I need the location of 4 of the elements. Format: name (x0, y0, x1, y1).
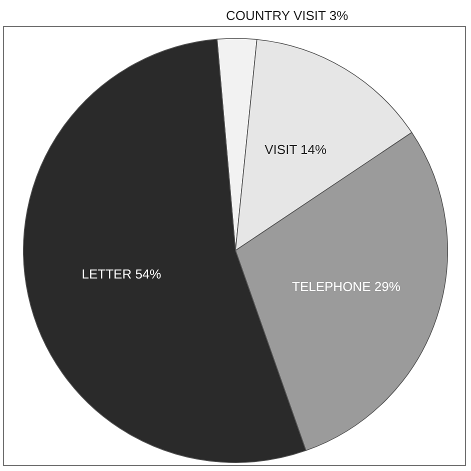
slice-label: TELEPHONE 29% (292, 278, 401, 294)
slice-label: VISIT 14% (264, 142, 327, 158)
slice-label: LETTER 54% (82, 266, 162, 282)
slice-label: COUNTRY VISIT 3% (226, 8, 349, 23)
